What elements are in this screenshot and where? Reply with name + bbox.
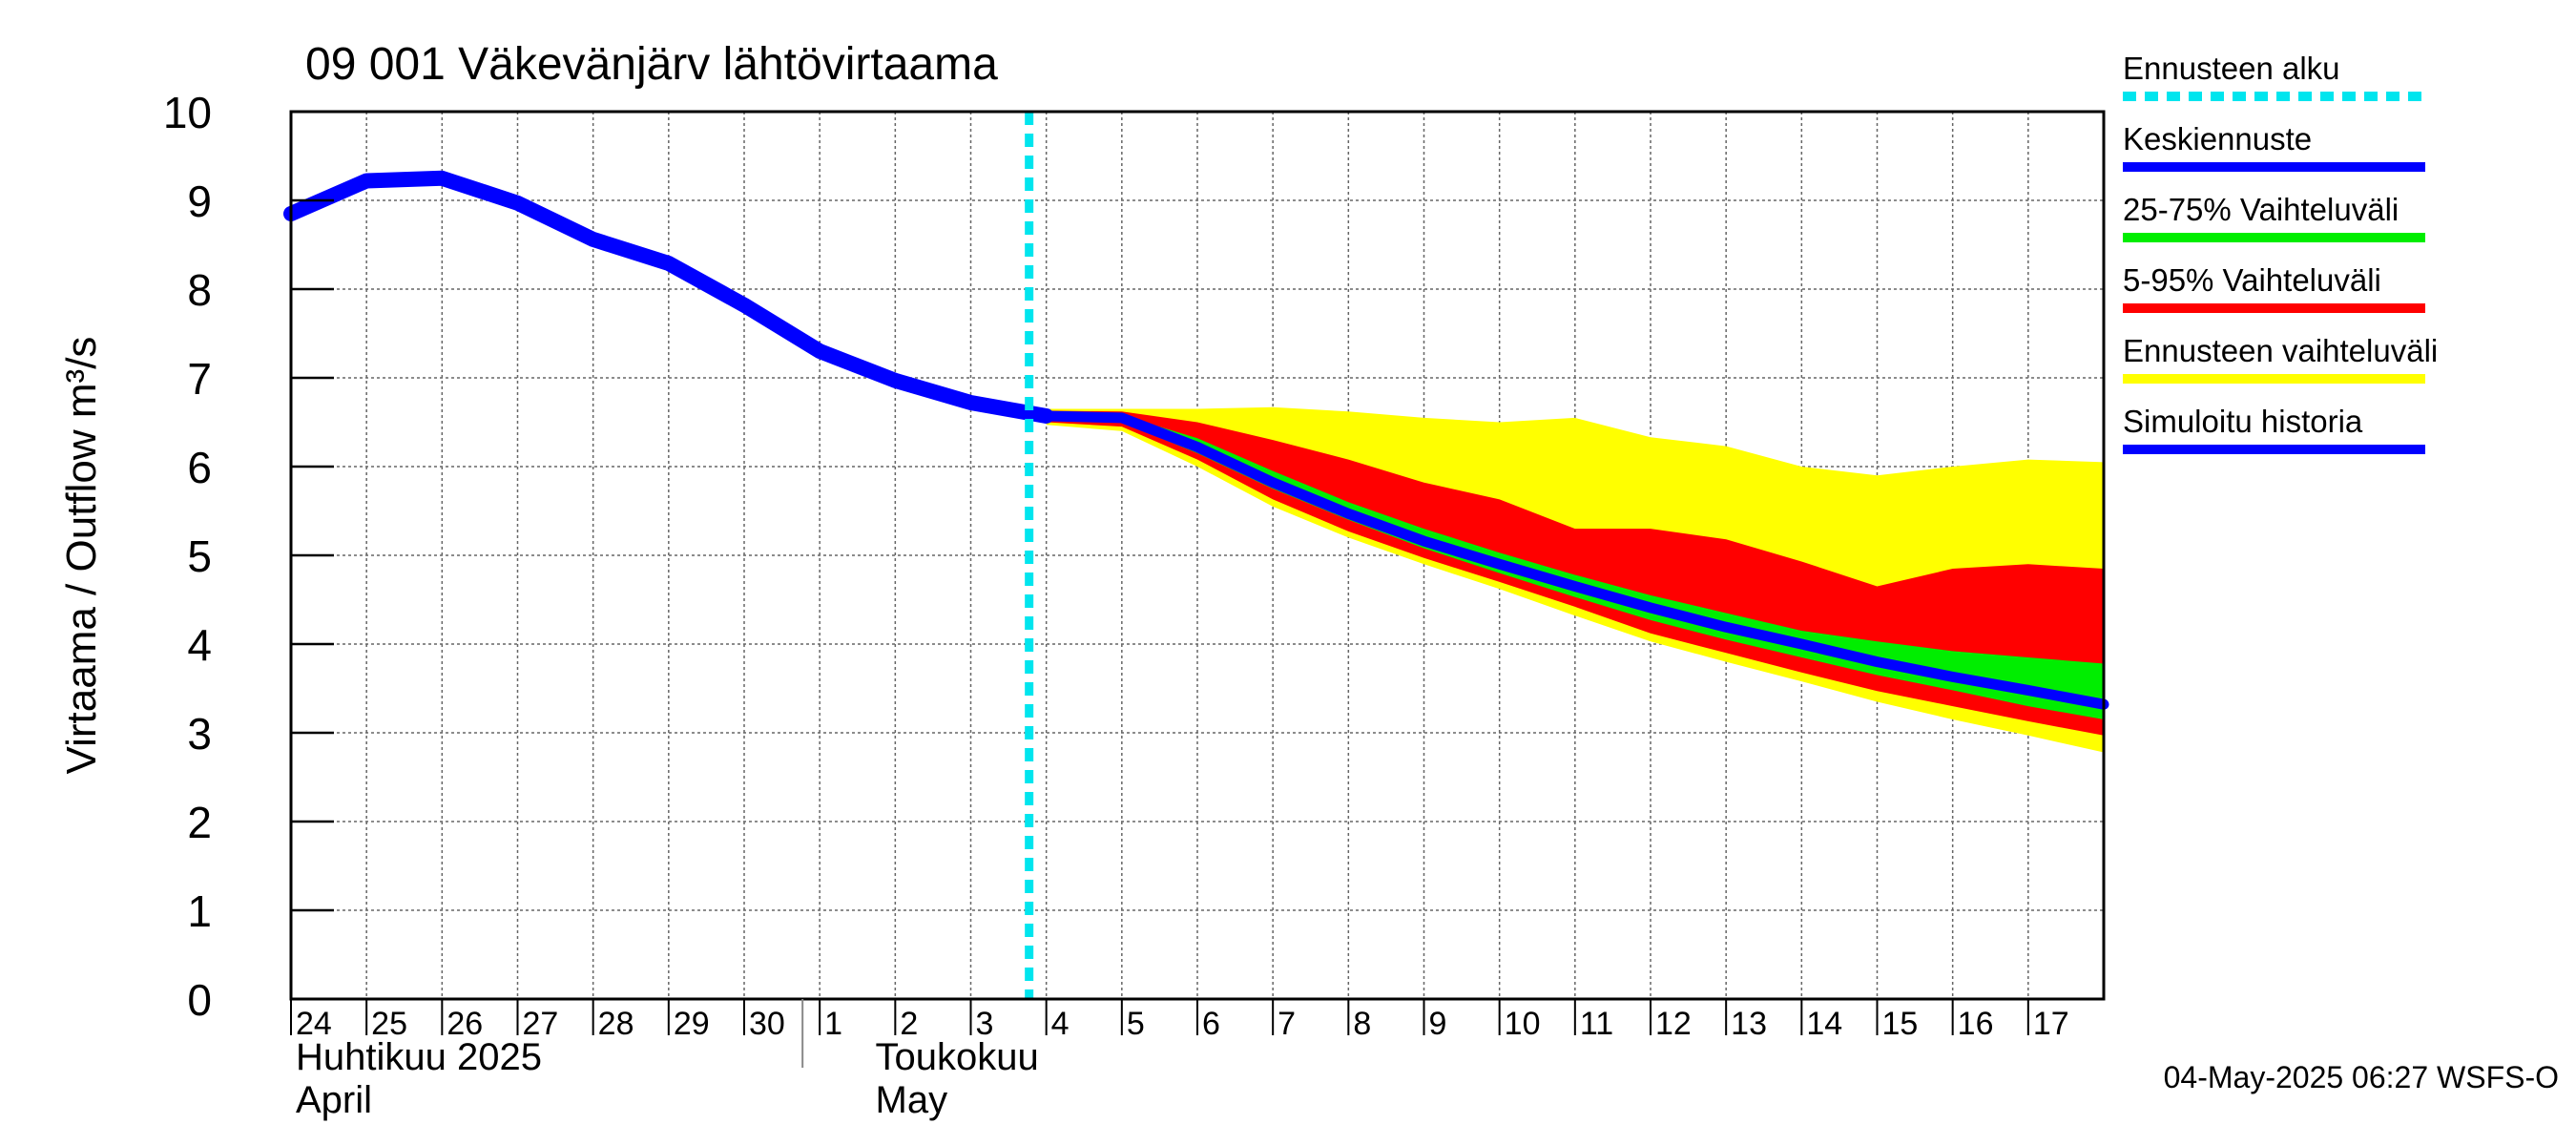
month-label-en: April	[296, 1079, 372, 1121]
flow-lines	[283, 170, 2109, 710]
legend-label: Keskiennuste	[2123, 121, 2312, 156]
x-tick-label: 24	[296, 1006, 332, 1042]
x-tick-label: 1	[824, 1006, 842, 1042]
x-tick-label: 5	[1127, 1006, 1145, 1042]
x-tick-label: 15	[1882, 1006, 1919, 1042]
legend-label: 5-95% Vaihteluväli	[2123, 262, 2381, 298]
x-tick-label: 30	[749, 1006, 785, 1042]
y-tick-label: 1	[187, 886, 212, 936]
y-tick-label: 3	[187, 709, 212, 759]
y-tick-label: 2	[187, 798, 212, 847]
footer-timestamp: 04-May-2025 06:27 WSFS-O	[2164, 1060, 2559, 1094]
x-tick-label: 9	[1429, 1006, 1447, 1042]
y-tick-label: 0	[187, 975, 212, 1025]
legend-label: Simuloitu historia	[2123, 404, 2363, 439]
x-tick-label: 7	[1278, 1006, 1296, 1042]
legend-label: 25-75% Vaihteluväli	[2123, 192, 2399, 227]
x-tick-label: 12	[1655, 1006, 1692, 1042]
x-tick-label: 11	[1580, 1006, 1613, 1042]
legend: Ennusteen alku Keskiennuste 25-75% Vaihtel…	[2123, 51, 2438, 454]
y-tick-label: 9	[187, 177, 212, 226]
x-tick-label: 17	[2033, 1006, 2069, 1042]
y-axis: 0 1 2 3 4 5 6 7 8 9 10	[163, 88, 334, 1025]
legend-label: Ennusteen vaihteluväli	[2123, 333, 2438, 368]
x-tick-label: 25	[371, 1006, 407, 1042]
x-tick-label: 4	[1051, 1006, 1070, 1042]
simulated-history-line	[283, 170, 1054, 424]
x-axis: 24 25 26 27 28 29 30 1 2 3 4 5 6 7 8 9 10 11 12 13 14 15 16 17H…	[290, 999, 2069, 1121]
x-tick-label: 14	[1806, 1006, 1842, 1042]
month-label-en: May	[876, 1079, 948, 1121]
x-tick-label: 16	[1958, 1006, 1994, 1042]
x-tick-label: 2	[900, 1006, 918, 1042]
x-tick-label: 8	[1353, 1006, 1371, 1042]
x-tick-label: 28	[598, 1006, 634, 1042]
y-tick-label: 10	[163, 88, 212, 137]
month-label-fi: Toukokuu	[876, 1036, 1039, 1078]
x-tick-label: 13	[1731, 1006, 1767, 1042]
legend-label: Ennusteen alku	[2123, 51, 2340, 86]
x-tick-label: 3	[976, 1006, 994, 1042]
y-tick-label: 5	[187, 531, 212, 581]
y-tick-label: 7	[187, 354, 212, 404]
month-label-fi: Huhtikuu 2025	[296, 1036, 542, 1078]
x-tick-label: 6	[1202, 1006, 1220, 1042]
band-25-75	[1046, 413, 2104, 719]
y-axis-label: Virtaama / Outflow m³/s	[58, 337, 105, 775]
x-tick-label: 10	[1505, 1006, 1541, 1042]
y-tick-label: 4	[187, 620, 212, 670]
x-tick-label: 26	[447, 1006, 483, 1042]
median-forecast-line	[1041, 410, 2109, 710]
y-tick-label: 6	[187, 443, 212, 492]
chart-title: 09 001 Väkevänjärv lähtövirtaama	[305, 39, 998, 90]
plot-area	[283, 110, 2109, 1001]
x-tick-label: 27	[523, 1006, 559, 1042]
y-tick-label: 8	[187, 265, 212, 315]
x-tick-label: 29	[674, 1006, 710, 1042]
